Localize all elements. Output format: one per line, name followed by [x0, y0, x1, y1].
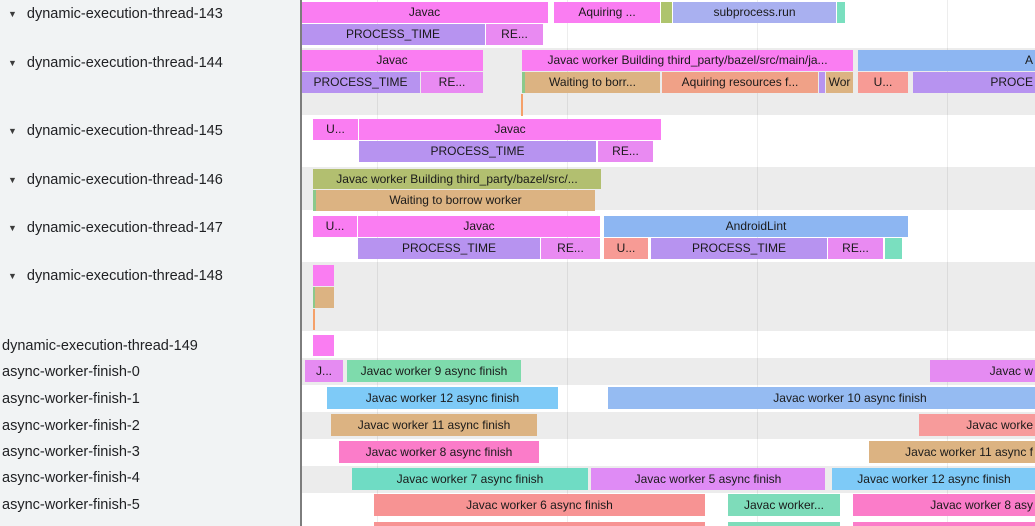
- track-name: dynamic-execution-thread-143: [26, 6, 223, 22]
- track-name: dynamic-execution-thread-144: [26, 55, 223, 71]
- timeline-slice[interactable]: Javac worker 12 async finish: [327, 387, 558, 409]
- track-label-dynamic-execution-thread-149[interactable]: dynamic-execution-thread-149: [0, 337, 198, 355]
- timeline-slice[interactable]: RE...: [421, 72, 483, 93]
- timeline-slice-sliver[interactable]: [313, 335, 334, 356]
- timeline-slice[interactable]: Javac worker Building third_party/bazel/…: [313, 169, 601, 189]
- timeline-slice[interactable]: RE...: [541, 238, 600, 259]
- collapse-arrow-icon[interactable]: ▼: [8, 58, 17, 68]
- timeline-slice[interactable]: subprocess.run: [673, 2, 836, 23]
- timeline-slice[interactable]: Javac worker 10 async finish: [608, 387, 1035, 409]
- track-name: dynamic-execution-thread-145: [26, 123, 223, 139]
- timeline-slice-partial[interactable]: [853, 522, 1035, 526]
- timeline-slice[interactable]: Javac: [358, 216, 600, 237]
- collapse-arrow-icon[interactable]: ▼: [8, 9, 17, 19]
- timeline-slice[interactable]: Javac worker...: [728, 494, 840, 516]
- track-label-dynamic-execution-thread-145[interactable]: ▼ dynamic-execution-thread-145: [0, 122, 223, 140]
- collapse-arrow-icon[interactable]: ▼: [8, 223, 17, 233]
- track-band: [301, 331, 1035, 358]
- timeline-slice[interactable]: U...: [604, 238, 648, 259]
- gridline: [567, 0, 568, 526]
- track-label-async-worker-finish-1[interactable]: async-worker-finish-1: [0, 390, 140, 408]
- track-label-async-worker-finish-3[interactable]: async-worker-finish-3: [0, 443, 140, 461]
- timeline-slice[interactable]: RE...: [486, 24, 543, 45]
- timeline-slice[interactable]: PROCESS_TIME: [301, 72, 420, 93]
- timeline-slice[interactable]: Javac worker 8 async finish: [339, 441, 539, 463]
- track-name: dynamic-execution-thread-149: [2, 338, 198, 354]
- timeline-slice[interactable]: Javac: [359, 119, 661, 140]
- timeline-slice[interactable]: PROCESS_TIME: [651, 238, 827, 259]
- track-label-dynamic-execution-thread-148[interactable]: ▼ dynamic-execution-thread-148: [0, 267, 223, 285]
- timeline-slice[interactable]: Javac worker 6 async finish: [374, 494, 705, 516]
- timeline-slice[interactable]: Javac worker 11 async finish: [331, 414, 537, 436]
- track-name: dynamic-execution-thread-147: [26, 220, 223, 236]
- timeline-slice[interactable]: Javac worker 5 async finish: [591, 468, 825, 490]
- timeline-slice[interactable]: Aquiring resources f...: [662, 72, 818, 93]
- track-sidebar: ▼ dynamic-execution-thread-143 ▼ dynamic-ex…: [0, 0, 302, 526]
- collapse-arrow-icon[interactable]: ▼: [8, 175, 17, 185]
- timeline-slice[interactable]: Wor: [826, 72, 853, 93]
- track-label-dynamic-execution-thread-147[interactable]: ▼ dynamic-execution-thread-147: [0, 219, 223, 237]
- timeline-slice[interactable]: Javac worker 8 asy: [853, 494, 1035, 516]
- timeline-slice[interactable]: PROCESS_TIME: [301, 24, 485, 45]
- timeline-slice[interactable]: Aquiring ...: [554, 2, 660, 23]
- track-label-dynamic-execution-thread-146[interactable]: ▼ dynamic-execution-thread-146: [0, 171, 223, 189]
- track-label-async-worker-finish-5[interactable]: async-worker-finish-5: [0, 496, 140, 514]
- timeline-slice[interactable]: Javac worke: [919, 414, 1035, 436]
- track-name: async-worker-finish-2: [2, 418, 140, 434]
- timeline-slice[interactable]: Waiting to borrow worker: [316, 190, 595, 211]
- timeline-slice[interactable]: PROCESS_TIME: [358, 238, 540, 259]
- timeline-slice-partial[interactable]: [728, 522, 840, 526]
- timeline-slice[interactable]: RE...: [598, 141, 653, 162]
- collapse-arrow-icon[interactable]: ▼: [8, 271, 17, 281]
- collapse-arrow-icon[interactable]: ▼: [8, 126, 17, 136]
- track-label-dynamic-execution-thread-143[interactable]: ▼ dynamic-execution-thread-143: [0, 5, 223, 23]
- track-name: async-worker-finish-4: [2, 470, 140, 486]
- timeline-slice[interactable]: PROCE: [913, 72, 1035, 93]
- timeline-slice-sliver[interactable]: [313, 265, 334, 286]
- track-label-async-worker-finish-4[interactable]: async-worker-finish-4: [0, 469, 140, 487]
- timeline-slice-sliver[interactable]: [661, 2, 672, 23]
- timeline-slice[interactable]: Javac worker 11 async f: [869, 441, 1035, 463]
- instant-marker[interactable]: [313, 309, 315, 330]
- timeline-slice[interactable]: Javac worker 9 async finish: [347, 360, 521, 382]
- track-name: dynamic-execution-thread-146: [26, 172, 223, 188]
- timeline-slice[interactable]: U...: [858, 72, 908, 93]
- track-band: [301, 262, 1035, 331]
- timeline-slice[interactable]: U...: [313, 216, 357, 237]
- timeline-slice[interactable]: RE...: [828, 238, 883, 259]
- timeline-slice[interactable]: Javac: [301, 2, 548, 23]
- track-name: dynamic-execution-thread-148: [26, 268, 223, 284]
- gridline: [757, 0, 758, 526]
- timeline-slice[interactable]: U...: [313, 119, 358, 140]
- timeline-slice[interactable]: Waiting to borr...: [525, 72, 660, 93]
- timeline-slice[interactable]: Javac worker 12 async finish: [832, 468, 1035, 490]
- track-name: async-worker-finish-5: [2, 497, 140, 513]
- timeline-slice[interactable]: Javac worker Building third_party/bazel/…: [522, 50, 853, 71]
- timeline-slice-sliver[interactable]: [315, 287, 334, 308]
- track-name: async-worker-finish-3: [2, 444, 140, 460]
- timeline-slice[interactable]: J...: [305, 360, 343, 382]
- timeline-slice[interactable]: Javac w: [930, 360, 1035, 382]
- track-label-async-worker-finish-2[interactable]: async-worker-finish-2: [0, 417, 140, 435]
- gridline: [377, 0, 378, 526]
- timeline-slice[interactable]: Javac: [301, 50, 483, 71]
- gridline: [947, 0, 948, 526]
- track-label-async-worker-finish-0[interactable]: async-worker-finish-0: [0, 363, 140, 381]
- track-name: async-worker-finish-1: [2, 391, 140, 407]
- timeline-slice-partial[interactable]: [374, 522, 705, 526]
- timeline-slice[interactable]: PROCESS_TIME: [359, 141, 596, 162]
- timeline-slice[interactable]: Javac worker 7 async finish: [352, 468, 588, 490]
- track-label-dynamic-execution-thread-144[interactable]: ▼ dynamic-execution-thread-144: [0, 54, 223, 72]
- instant-marker[interactable]: [521, 94, 523, 116]
- timeline-slice[interactable]: A: [858, 50, 1035, 71]
- timeline-slice-sliver[interactable]: [313, 190, 317, 211]
- timeline-slice-sliver[interactable]: [522, 72, 526, 93]
- timeline-slice[interactable]: AndroidLint: [604, 216, 908, 237]
- timeline-slice-sliver[interactable]: [837, 2, 845, 23]
- track-name: async-worker-finish-0: [2, 364, 140, 380]
- timeline-slice-sliver[interactable]: [885, 238, 902, 259]
- timeline-slice-sliver[interactable]: [819, 72, 825, 93]
